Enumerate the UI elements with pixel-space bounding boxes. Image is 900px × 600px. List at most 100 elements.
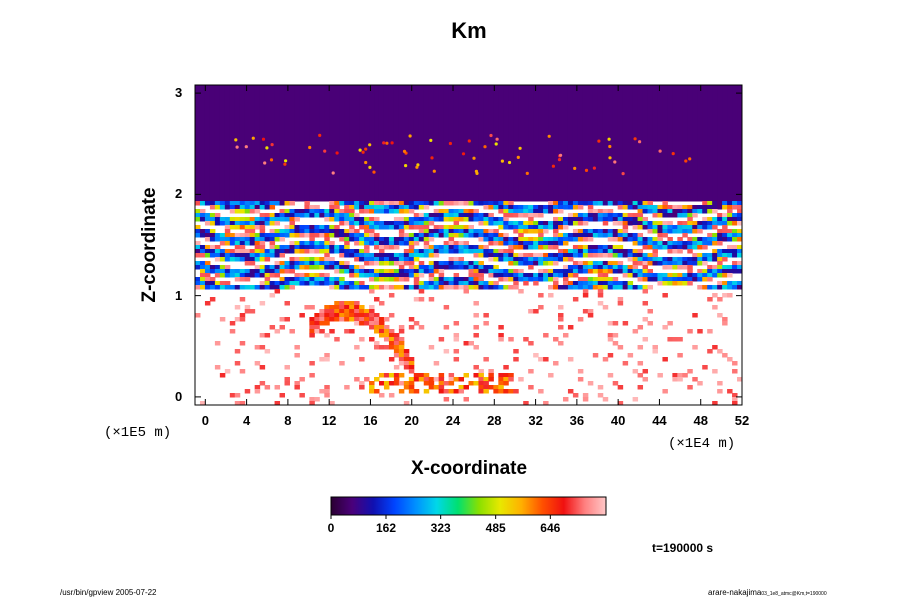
heatmap-cell xyxy=(617,165,624,170)
heatmap-cell xyxy=(274,201,281,206)
heatmap-cell xyxy=(339,125,345,130)
heatmap-cell xyxy=(339,261,345,266)
heatmap-cell xyxy=(393,89,400,94)
heatmap-cell xyxy=(349,249,355,254)
heatmap-cell xyxy=(612,253,619,258)
heatmap-cell xyxy=(463,241,469,246)
heatmap-cell xyxy=(488,269,494,274)
heatmap-cell xyxy=(478,145,484,150)
heatmap-cell xyxy=(369,221,375,226)
heatmap-cell xyxy=(224,105,231,110)
heatmap-cell xyxy=(493,93,499,98)
heatmap-cell xyxy=(329,193,335,198)
heatmap-cell xyxy=(229,93,236,98)
heatmap-cell xyxy=(503,109,509,114)
heatmap-cell xyxy=(344,237,350,242)
heatmap-cell xyxy=(632,149,639,154)
heatmap-cell xyxy=(682,169,688,174)
heatmap-cell xyxy=(468,197,474,202)
heatmap-cell xyxy=(249,205,256,210)
heatmap-cell xyxy=(567,265,574,270)
heatmap-cell xyxy=(617,85,624,90)
heatmap-cell xyxy=(702,205,708,210)
heatmap-cell xyxy=(607,229,614,234)
heatmap-cell xyxy=(712,157,718,162)
heatmap-cell xyxy=(418,261,425,266)
heatmap-cell xyxy=(224,113,231,118)
heatmap-cell xyxy=(702,169,708,174)
heatmap-cell xyxy=(622,205,629,210)
heatmap-cell xyxy=(488,197,494,202)
heatmap-cell xyxy=(632,85,639,90)
heatmap-cell xyxy=(717,177,723,182)
heatmap-cell xyxy=(488,253,494,258)
heatmap-cell xyxy=(652,141,658,146)
heatmap-cell xyxy=(528,173,534,178)
heatmap-cell xyxy=(279,117,286,122)
heatmap-cell xyxy=(662,145,668,150)
heatmap-cell xyxy=(558,217,564,222)
heatmap-cell xyxy=(433,105,440,110)
heatmap-cell xyxy=(697,285,703,290)
heatmap-cell xyxy=(319,145,325,150)
heatmap-cell xyxy=(657,137,663,142)
heatmap-cell xyxy=(329,161,335,166)
heatmap-cell xyxy=(329,157,335,162)
heatmap-cell xyxy=(677,125,683,130)
heatmap-cell xyxy=(284,173,290,178)
heatmap-cell xyxy=(617,281,624,286)
heatmap-cell xyxy=(572,105,579,110)
heatmap-cell xyxy=(478,253,484,258)
heatmap-cell xyxy=(657,213,663,218)
heatmap-cell xyxy=(498,149,504,154)
heatmap-cell xyxy=(612,249,619,254)
heatmap-cell xyxy=(349,105,355,110)
heatmap-cell xyxy=(304,105,310,110)
heatmap-cell xyxy=(359,209,365,214)
heatmap-cell xyxy=(279,125,286,130)
heatmap-cell xyxy=(259,125,266,130)
heatmap-cell xyxy=(239,97,246,102)
heatmap-cell xyxy=(383,209,390,214)
heatmap-cell xyxy=(438,201,445,206)
heatmap-cell xyxy=(702,181,708,186)
heatmap-cell xyxy=(518,121,524,126)
heatmap-cell xyxy=(314,173,320,178)
heatmap-cell xyxy=(299,113,305,118)
heatmap-cell xyxy=(413,213,420,218)
heatmap-cell xyxy=(234,137,241,142)
heatmap-cell xyxy=(632,205,639,210)
heatmap-cell xyxy=(383,181,390,186)
heatmap-cell xyxy=(622,97,629,102)
heatmap-cell xyxy=(284,161,290,166)
heatmap-cell xyxy=(438,173,445,178)
heatmap-cell xyxy=(388,177,395,182)
heatmap-cell xyxy=(279,141,286,146)
heatmap-cell xyxy=(309,277,315,282)
heatmap-cell xyxy=(388,257,395,262)
heatmap-cell xyxy=(304,205,310,210)
heatmap-cell xyxy=(687,89,693,94)
heatmap-cell xyxy=(209,265,216,270)
heatmap-cell xyxy=(567,221,574,226)
heatmap-cell xyxy=(732,201,738,206)
heatmap-cell xyxy=(548,165,554,170)
heatmap-cell xyxy=(274,217,281,222)
heatmap-cell xyxy=(398,97,405,102)
heatmap-cell xyxy=(319,241,325,246)
heatmap-cell xyxy=(478,269,484,274)
heatmap-cell xyxy=(304,229,310,234)
heatmap-cell xyxy=(259,273,266,278)
heatmap-cell xyxy=(602,265,609,270)
heatmap-cell xyxy=(702,161,708,166)
heatmap-cell xyxy=(438,109,445,114)
heatmap-cell xyxy=(677,277,683,282)
heatmap-cell xyxy=(488,193,494,198)
heatmap-cell xyxy=(304,97,310,102)
heatmap-cell xyxy=(224,85,231,90)
heatmap-cell xyxy=(617,193,624,198)
heatmap-cell xyxy=(344,201,350,206)
heatmap-cell xyxy=(597,197,604,202)
heatmap-cell xyxy=(582,285,589,290)
heatmap-cell xyxy=(388,181,395,186)
